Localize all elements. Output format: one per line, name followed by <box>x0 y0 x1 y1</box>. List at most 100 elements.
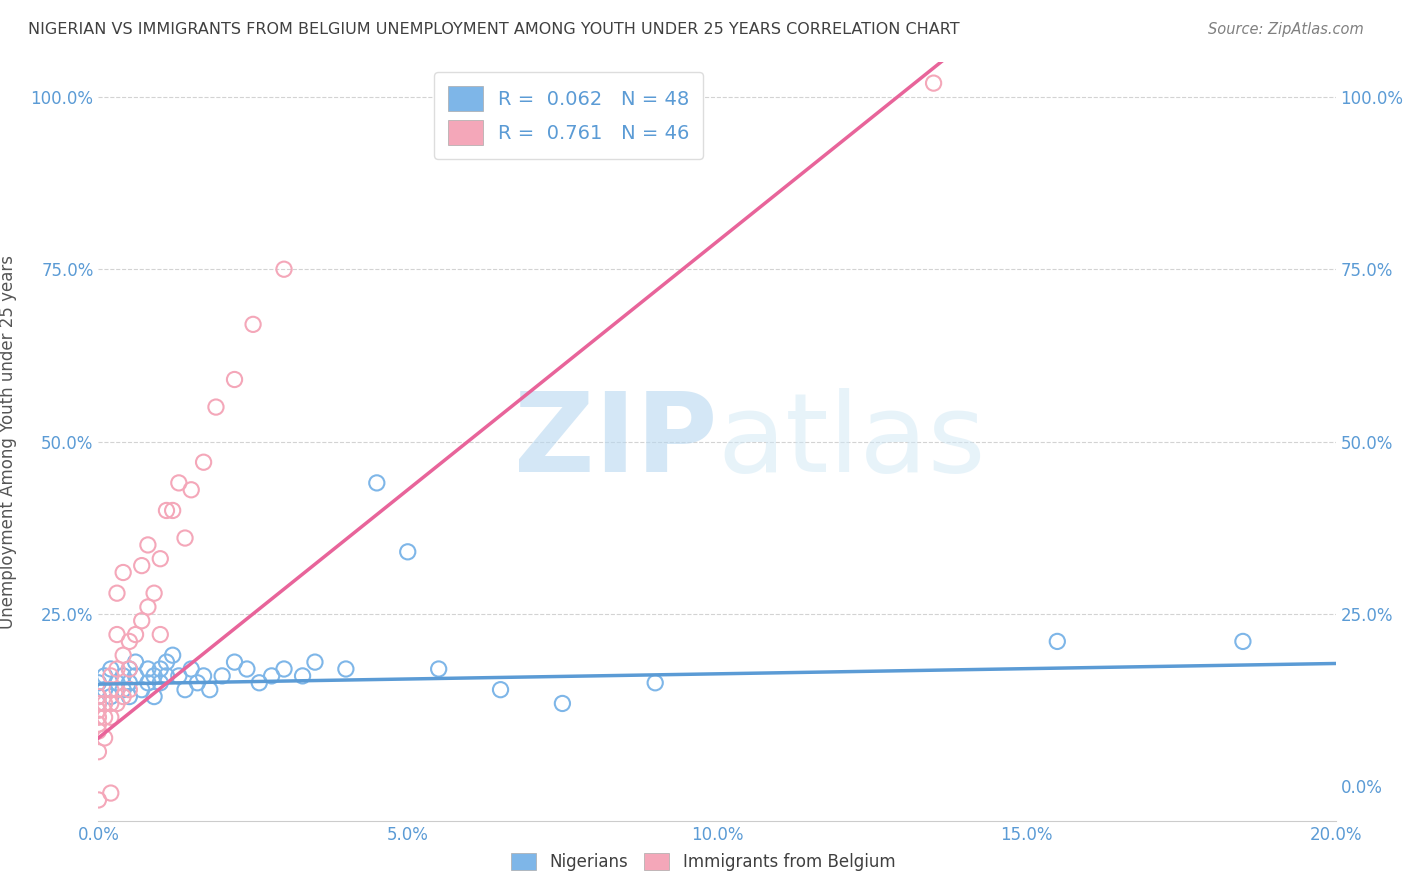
Point <box>93 710 115 724</box>
Point <box>87 717 110 731</box>
Point <box>87 675 110 690</box>
Point <box>143 669 166 683</box>
Point <box>105 675 128 690</box>
Point <box>155 503 177 517</box>
Point <box>247 675 270 690</box>
Point <box>105 662 128 676</box>
Point <box>335 662 357 676</box>
Point <box>100 669 122 683</box>
Point <box>242 318 264 332</box>
Text: atlas: atlas <box>717 388 986 495</box>
Point <box>100 682 122 697</box>
Point <box>155 655 177 669</box>
Point <box>118 634 141 648</box>
Point <box>644 675 666 690</box>
Point <box>124 669 146 683</box>
Point <box>167 475 190 490</box>
Point <box>93 731 115 745</box>
Point <box>100 697 122 711</box>
Point <box>489 682 512 697</box>
Y-axis label: Unemployment Among Youth under 25 years: Unemployment Among Youth under 25 years <box>0 254 17 629</box>
Point <box>136 538 159 552</box>
Point <box>112 648 135 663</box>
Point <box>100 710 122 724</box>
Legend: Nigerians, Immigrants from Belgium: Nigerians, Immigrants from Belgium <box>502 845 904 880</box>
Point <box>87 690 110 704</box>
Point <box>136 599 159 614</box>
Point <box>149 551 172 566</box>
Point <box>105 586 128 600</box>
Point <box>273 662 295 676</box>
Point <box>112 566 135 580</box>
Point <box>224 655 246 669</box>
Text: Source: ZipAtlas.com: Source: ZipAtlas.com <box>1208 22 1364 37</box>
Point <box>162 503 184 517</box>
Point <box>211 669 233 683</box>
Point <box>136 675 159 690</box>
Point <box>118 662 141 676</box>
Point <box>1232 634 1254 648</box>
Point <box>118 682 141 697</box>
Point <box>100 662 122 676</box>
Point <box>87 710 110 724</box>
Point <box>87 697 110 711</box>
Point <box>186 675 208 690</box>
Text: NIGERIAN VS IMMIGRANTS FROM BELGIUM UNEMPLOYMENT AMONG YOUTH UNDER 25 YEARS CORR: NIGERIAN VS IMMIGRANTS FROM BELGIUM UNEM… <box>28 22 960 37</box>
Point <box>143 586 166 600</box>
Point <box>273 262 295 277</box>
Point <box>93 697 115 711</box>
Point <box>112 669 135 683</box>
Legend: R =  0.062   N = 48, R =  0.761   N = 46: R = 0.062 N = 48, R = 0.761 N = 46 <box>434 72 703 159</box>
Point <box>105 682 128 697</box>
Point <box>143 690 166 704</box>
Point <box>105 627 128 641</box>
Text: ZIP: ZIP <box>513 388 717 495</box>
Point <box>291 669 314 683</box>
Point <box>236 662 259 676</box>
Point <box>112 682 135 697</box>
Point <box>260 669 283 683</box>
Point <box>105 697 128 711</box>
Point <box>131 614 153 628</box>
Point <box>174 682 197 697</box>
Point <box>167 669 190 683</box>
Point <box>87 793 110 807</box>
Point <box>922 76 945 90</box>
Point <box>124 627 146 641</box>
Point <box>304 655 326 669</box>
Point <box>87 745 110 759</box>
Point <box>124 655 146 669</box>
Point <box>396 545 419 559</box>
Point <box>149 675 172 690</box>
Point <box>174 531 197 545</box>
Point <box>205 400 228 414</box>
Point <box>131 682 153 697</box>
Point <box>149 627 172 641</box>
Point <box>118 690 141 704</box>
Point <box>1046 634 1069 648</box>
Point <box>427 662 450 676</box>
Point <box>100 786 122 800</box>
Point <box>87 724 110 739</box>
Point <box>193 455 215 469</box>
Point <box>87 703 110 717</box>
Point <box>180 662 202 676</box>
Point <box>118 662 141 676</box>
Point <box>93 682 115 697</box>
Point <box>180 483 202 497</box>
Point <box>93 669 115 683</box>
Point <box>149 662 172 676</box>
Point <box>100 690 122 704</box>
Point <box>87 690 110 704</box>
Point <box>155 669 177 683</box>
Point <box>118 675 141 690</box>
Point <box>136 662 159 676</box>
Point <box>112 690 135 704</box>
Point <box>87 697 110 711</box>
Point <box>224 372 246 386</box>
Point <box>162 648 184 663</box>
Point <box>551 697 574 711</box>
Point <box>366 475 388 490</box>
Point <box>198 682 221 697</box>
Point <box>193 669 215 683</box>
